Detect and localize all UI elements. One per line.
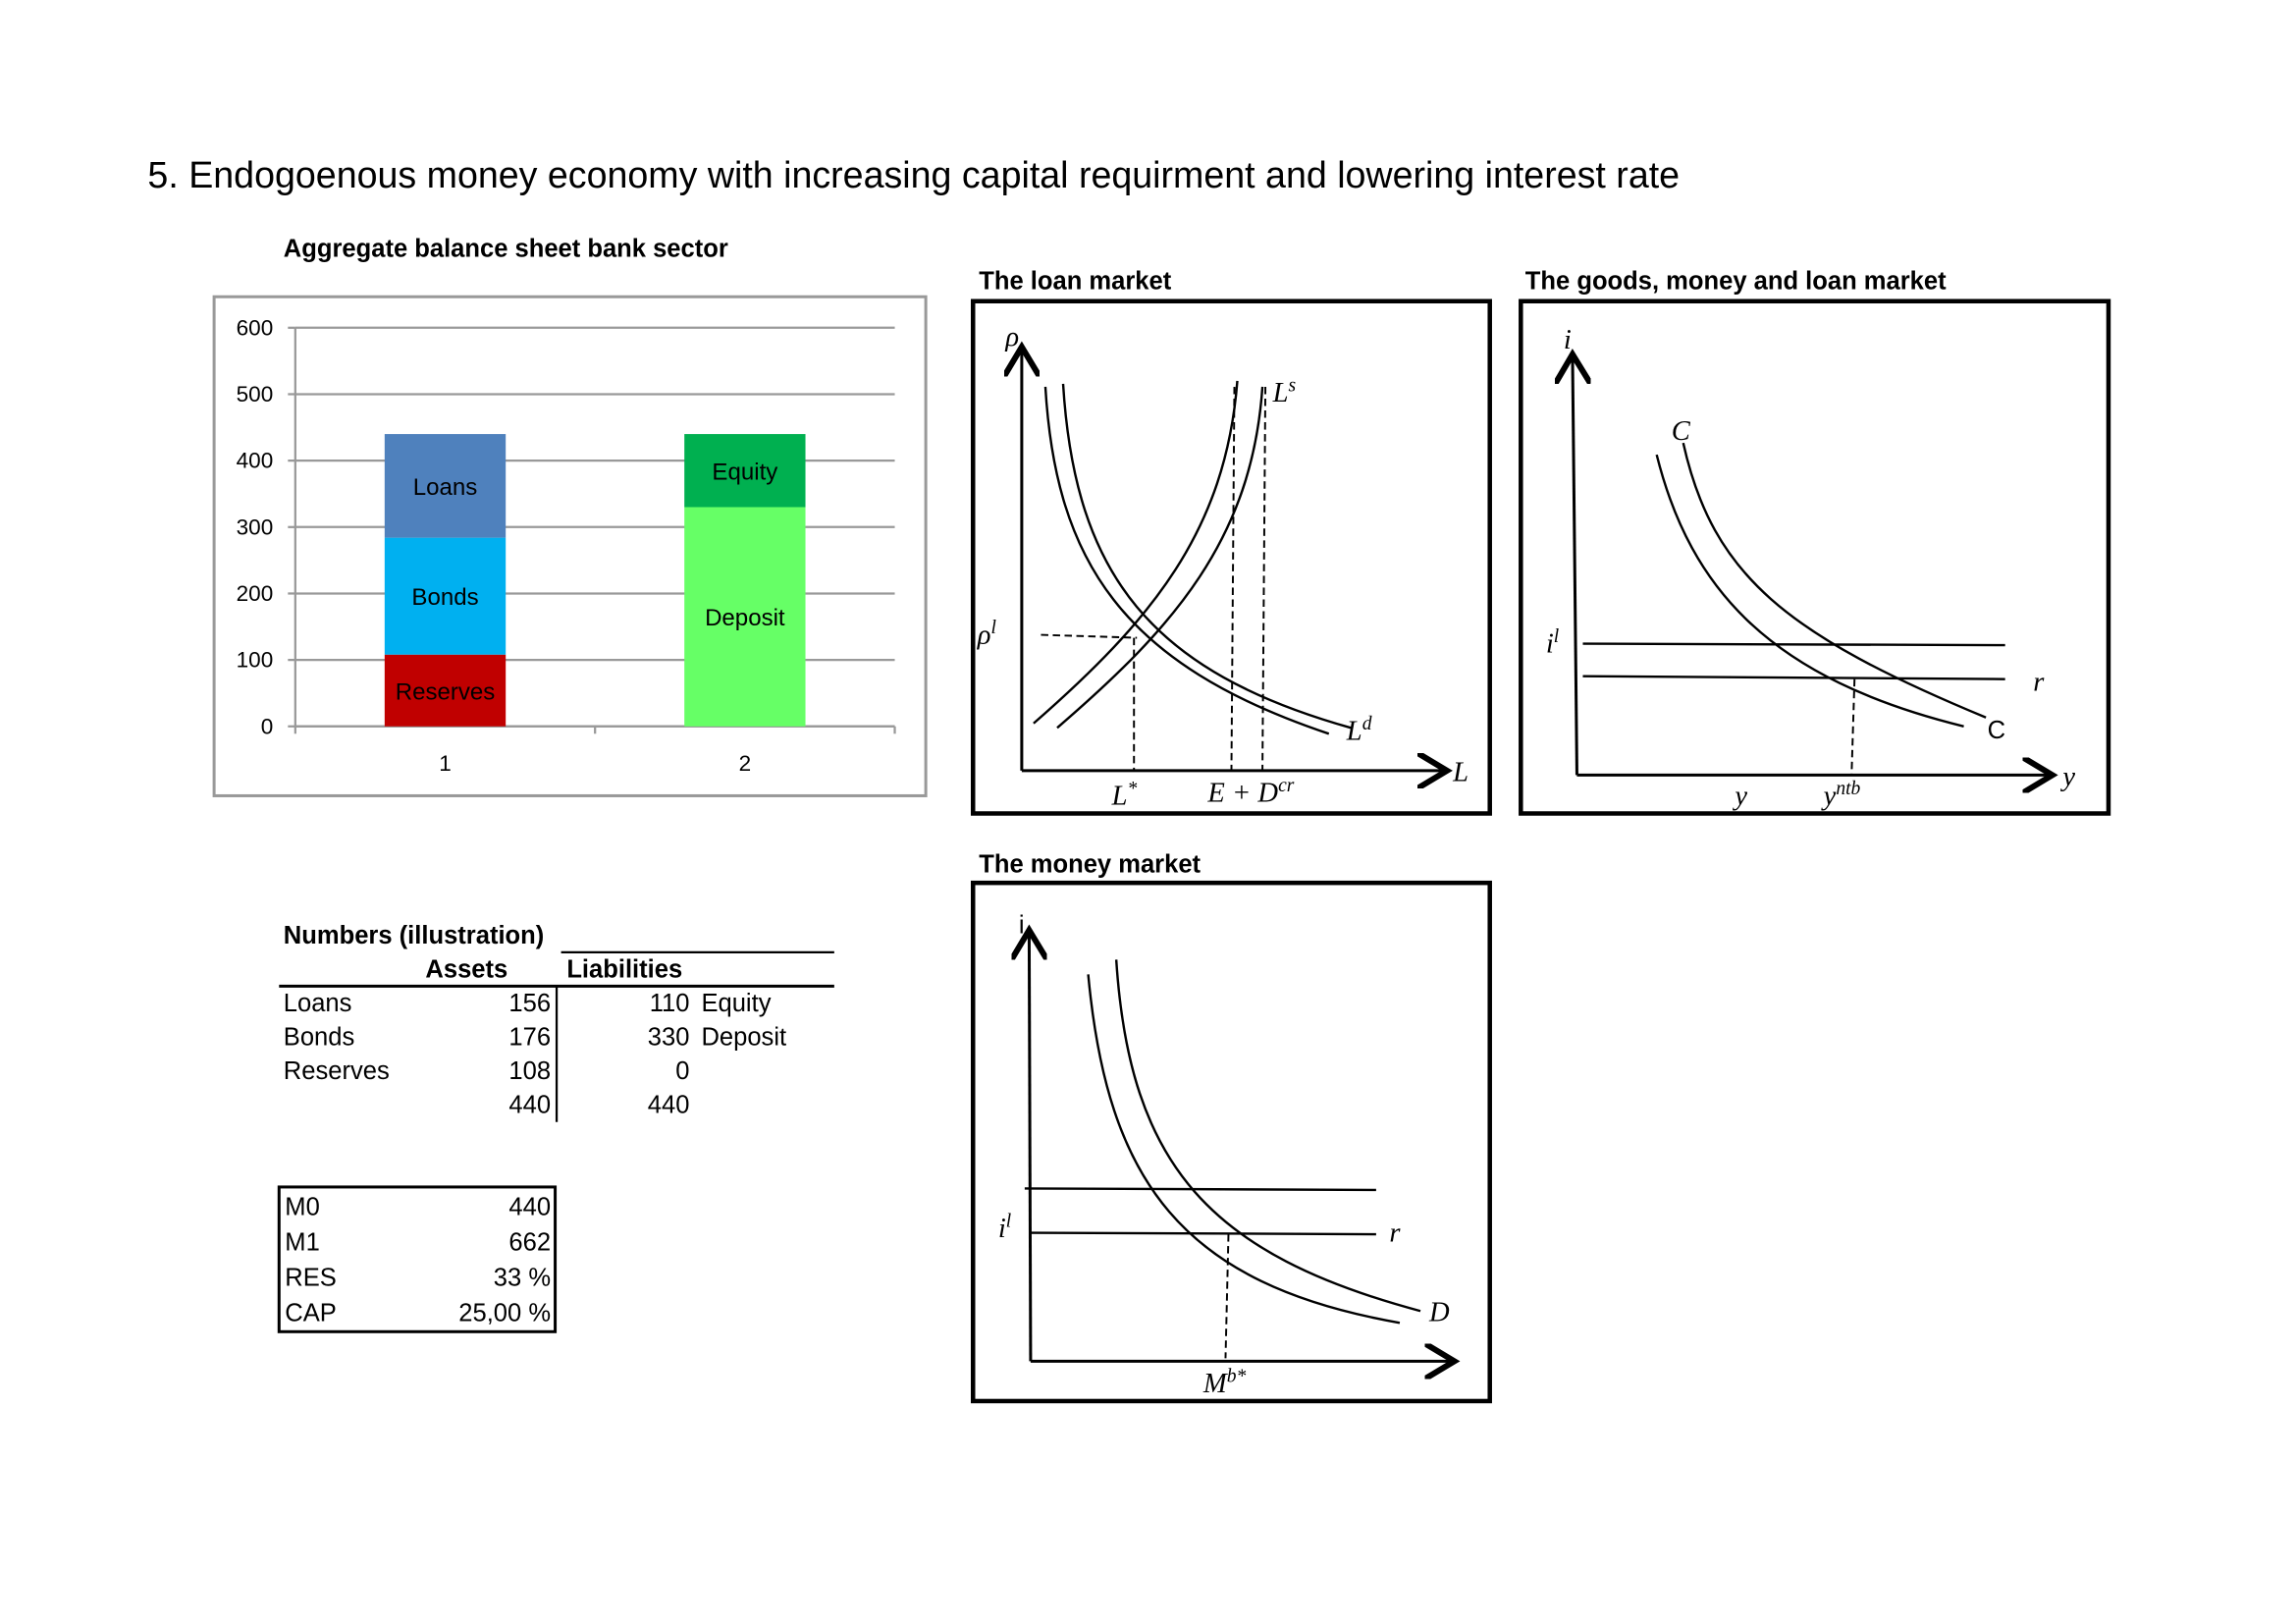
cell: 108	[508, 1057, 551, 1085]
bar-chart: Aggregate balance sheet bank sector 0 100…	[212, 236, 928, 797]
row-label: M0	[285, 1193, 320, 1220]
row-label: Bonds	[284, 1024, 354, 1052]
cell: 0	[675, 1057, 689, 1085]
table-title: Numbers (illustration)	[284, 922, 544, 949]
curve-label: D	[1428, 1298, 1450, 1328]
cell: 110	[650, 990, 690, 1017]
row-label: Equity	[701, 990, 771, 1017]
loan-market-diagram: The loan market ρ Ls ρl Ld L* E + Dcr L	[970, 268, 1492, 816]
curve-label: Ls	[1272, 375, 1297, 408]
table-body: Loans 156 110 Equity Bonds 176 330 Deposit Reser…	[284, 990, 786, 1119]
line-label: r	[2033, 668, 2045, 698]
curve	[1655, 454, 1964, 728]
segment-label: Equity	[712, 459, 777, 485]
row-label: Reserves	[284, 1057, 390, 1085]
page-title: 5. Endogoenous money economy with increa…	[147, 154, 1680, 195]
axis-label: ρ	[1004, 322, 1019, 352]
demand-curve	[1114, 959, 1421, 1313]
cell: 176	[508, 1024, 551, 1052]
axis-label: Mb*	[1202, 1366, 1247, 1399]
bar-segment	[384, 537, 507, 655]
axis-label: il	[998, 1212, 1011, 1245]
axis-label: y	[1732, 781, 1747, 811]
y-tick-label: 300	[237, 514, 274, 539]
column-header: Assets	[425, 955, 507, 983]
axis-label: il	[1546, 626, 1559, 660]
cell: 330	[648, 1024, 690, 1052]
cell: 156	[508, 990, 551, 1017]
numbers-table: Numbers (illustration) Assets Liabilitie…	[279, 922, 834, 1122]
dashed-guide	[1041, 386, 1267, 771]
axis-label: y	[2059, 762, 2075, 792]
curve-label: C	[1672, 416, 1691, 447]
axis-label: ρl	[977, 618, 996, 651]
row-label: CAP	[285, 1300, 337, 1327]
chart-title: Aggregate balance sheet bank sector	[284, 236, 728, 263]
y-tick-label: 100	[237, 648, 274, 673]
x-tick-label: 2	[739, 751, 752, 776]
dashed-guide	[1850, 678, 1856, 776]
y-tick-label: 600	[237, 315, 274, 340]
bar-segment	[384, 654, 507, 727]
rate-line	[1024, 1187, 1376, 1236]
cell: 440	[508, 1193, 551, 1220]
y-tick-label: 400	[237, 449, 274, 473]
cell: 440	[648, 1092, 690, 1119]
axis-label: i	[1564, 325, 1572, 355]
row-label: M1	[285, 1229, 320, 1257]
diagram-title: The goods, money and loan market	[1525, 268, 1947, 296]
dashed-guide	[1224, 1234, 1230, 1359]
bar-segment	[684, 507, 806, 727]
segment-label: Deposit	[705, 605, 785, 631]
row-label: Deposit	[701, 1024, 786, 1052]
demand-curve	[1087, 974, 1401, 1325]
line-label: r	[1389, 1218, 1401, 1249]
column-header: Liabilities	[566, 955, 682, 983]
segment-label: Bonds	[411, 584, 478, 611]
supply-curve	[1056, 386, 1264, 730]
y-axis	[1029, 930, 1031, 1362]
cell: 25,00 %	[458, 1300, 551, 1327]
curve	[1682, 442, 1987, 719]
demand-curve	[1043, 386, 1330, 735]
bar-segment	[384, 434, 507, 538]
axis-label: E + Dcr	[1206, 776, 1294, 809]
y-axis	[1573, 354, 1577, 776]
row-label: RES	[285, 1265, 337, 1292]
goods-market-diagram: The goods, money and loan market i C il …	[1519, 268, 2111, 816]
y-tick-label: 500	[237, 382, 274, 406]
axis-label: yntb	[1821, 779, 1861, 812]
rate-line	[1582, 642, 2005, 680]
axis-label: L*	[1111, 779, 1138, 812]
curve-label: Ld	[1346, 714, 1372, 747]
money-market-diagram: The money market i il r D Mb*	[970, 851, 1492, 1404]
demand-curve	[1061, 383, 1352, 730]
cell: 440	[508, 1092, 551, 1119]
diagram-frame	[970, 880, 1492, 1404]
diagram-frame	[970, 298, 1492, 816]
segment-label: Loans	[413, 474, 478, 501]
x-tick-label: 1	[439, 751, 452, 776]
curve-label: C	[1988, 717, 2005, 744]
cell: 662	[508, 1229, 551, 1257]
axis-label: i	[1019, 911, 1025, 939]
row-label: Loans	[284, 990, 352, 1017]
table-frame	[277, 1185, 558, 1333]
y-tick-label: 0	[261, 714, 274, 738]
diagram-frame	[1519, 298, 2111, 816]
table-body: M0 440 M1 662 RES 33 % CAP 25,00 %	[285, 1193, 551, 1326]
money-table: M0 440 M1 662 RES 33 % CAP 25,00 %	[277, 1185, 558, 1333]
bar-segment	[684, 434, 806, 508]
chart-frame	[212, 295, 928, 797]
diagram-title: The loan market	[979, 268, 1171, 296]
supply-curve	[1033, 380, 1239, 725]
y-tick-label: 200	[237, 581, 274, 606]
diagram-title: The money market	[979, 851, 1201, 879]
axis-label: L	[1452, 757, 1468, 787]
segment-label: Reserves	[396, 678, 496, 705]
cell: 33 %	[494, 1265, 551, 1292]
